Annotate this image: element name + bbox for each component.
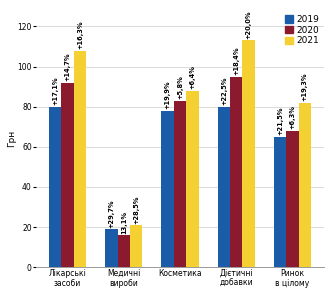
- Legend: 2019, 2020, 2021: 2019, 2020, 2021: [285, 15, 319, 45]
- Text: +17,1%: +17,1%: [52, 76, 58, 105]
- Bar: [218, 107, 230, 267]
- Text: +18,4%: +18,4%: [233, 46, 239, 75]
- Bar: [242, 40, 255, 267]
- Text: +21,5%: +21,5%: [277, 107, 283, 135]
- Text: +29,7%: +29,7%: [109, 199, 115, 227]
- Text: +22,5%: +22,5%: [221, 77, 227, 105]
- Bar: [186, 91, 199, 267]
- Bar: [299, 103, 311, 267]
- Bar: [162, 111, 174, 267]
- Bar: [62, 83, 74, 267]
- Text: +6,3%: +6,3%: [289, 105, 296, 129]
- Bar: [130, 225, 142, 267]
- Bar: [118, 235, 130, 267]
- Text: +28,5%: +28,5%: [133, 195, 139, 224]
- Bar: [49, 107, 62, 267]
- Text: +19,3%: +19,3%: [302, 73, 308, 101]
- Bar: [286, 131, 299, 267]
- Text: +16,3%: +16,3%: [77, 20, 83, 49]
- Y-axis label: Грн: Грн: [7, 130, 16, 148]
- Text: +6,4%: +6,4%: [189, 65, 195, 89]
- Text: +5,8%: +5,8%: [177, 75, 183, 99]
- Text: +19,9%: +19,9%: [165, 81, 171, 109]
- Bar: [274, 137, 286, 267]
- Text: +14,7%: +14,7%: [65, 53, 71, 81]
- Bar: [74, 50, 86, 267]
- Bar: [105, 229, 118, 267]
- Bar: [174, 101, 186, 267]
- Bar: [230, 77, 242, 267]
- Text: 13,1%: 13,1%: [121, 210, 127, 234]
- Text: +20,0%: +20,0%: [246, 10, 252, 39]
